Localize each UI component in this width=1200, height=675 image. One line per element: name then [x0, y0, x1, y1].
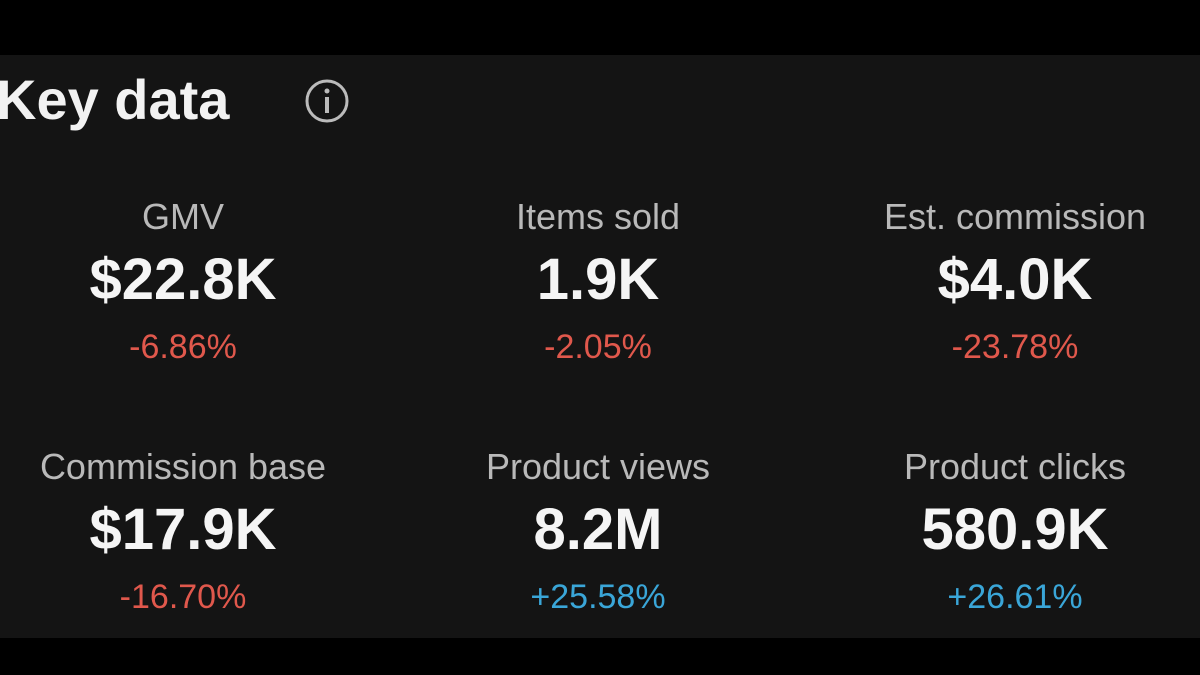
- key-data-panel: Key data GMV $22.8K -6.86% Items sold 1.9K -2…: [0, 55, 1200, 638]
- metric-value: 8.2M: [533, 497, 663, 562]
- metric-card: Commission base $17.9K -16.70%: [0, 442, 393, 626]
- title: Key data: [0, 68, 230, 131]
- metric-label: Product views: [485, 446, 711, 487]
- info-icon[interactable]: [304, 78, 350, 124]
- metric-label: GMV: [141, 196, 224, 237]
- metric-value: $4.0K: [937, 247, 1093, 312]
- metric-change: +26.61%: [947, 578, 1083, 616]
- metric-change: -2.05%: [544, 328, 652, 366]
- metric-card: Items sold 1.9K -2.05%: [388, 192, 808, 376]
- metric-change: -6.86%: [129, 328, 237, 366]
- metric-card: Product clicks 580.9K +26.61%: [805, 442, 1200, 626]
- metric-card: Est. commission $4.0K -23.78%: [805, 192, 1200, 376]
- metric-label: Commission base: [39, 446, 327, 487]
- metric-change: -16.70%: [119, 578, 247, 616]
- metric-value: 580.9K: [921, 497, 1109, 562]
- metric-change: -23.78%: [951, 328, 1079, 366]
- metric-value: $22.8K: [89, 247, 277, 312]
- metric-card: Product views 8.2M +25.58%: [388, 442, 808, 626]
- metric-label: Est. commission: [883, 196, 1147, 237]
- metric-card: GMV $22.8K -6.86%: [0, 192, 393, 376]
- metric-value: 1.9K: [536, 247, 660, 312]
- metric-label: Items sold: [515, 196, 681, 237]
- metric-change: +25.58%: [530, 578, 666, 616]
- metric-label: Product clicks: [903, 446, 1127, 487]
- metric-value: $17.9K: [89, 497, 277, 562]
